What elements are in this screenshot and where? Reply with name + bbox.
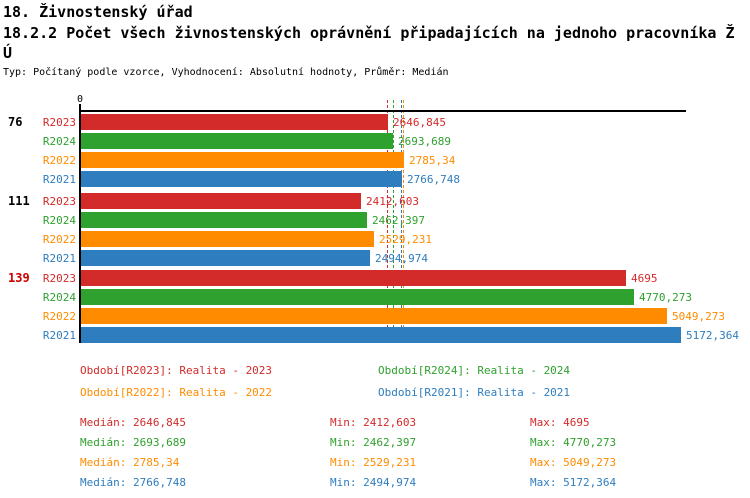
stat-min-R2023: Min: 2412,603	[330, 416, 417, 429]
bar-139-R2024	[81, 289, 634, 305]
series-label-111-R2021: R2021	[42, 252, 76, 265]
stat-min-R2022: Min: 2529,231	[330, 456, 417, 469]
bar-76-R2023	[81, 114, 388, 130]
bar-value-76-R2021: 2766,748	[407, 173, 460, 186]
series-label-76-R2022: R2022	[42, 154, 76, 167]
legend-item-R2022: Období[R2022]: Realita - 2022	[80, 386, 273, 399]
series-label-76-R2023: R2023	[42, 116, 76, 129]
series-label-139-R2022: R2022	[42, 310, 76, 323]
bar-value-111-R2021: 2494,974	[375, 252, 428, 265]
indicator-title-line1: 18.2.2 Počet všech živnostenských oprávn…	[3, 24, 735, 42]
bar-111-R2021	[81, 250, 370, 266]
bar-76-R2024	[81, 133, 393, 149]
series-label-139-R2024: R2024	[42, 291, 76, 304]
bar-111-R2023	[81, 193, 361, 209]
legend-item-R2023: Období[R2023]: Realita - 2023	[80, 364, 273, 377]
group-label-76: 76	[8, 115, 23, 129]
x-axis-line	[80, 110, 686, 112]
stat-max-R2024: Max: 4770,273	[530, 436, 617, 449]
median-line-R2022	[403, 100, 405, 343]
median-line-R2021	[400, 100, 402, 343]
indicator-meta: Typ: Počítaný podle vzorce, Vyhodnocení:…	[3, 67, 449, 78]
series-label-111-R2023: R2023	[42, 195, 76, 208]
bar-value-139-R2022: 5049,273	[672, 310, 725, 323]
series-label-76-R2024: R2024	[42, 135, 76, 148]
report-title: 18. Živnostenský úřad	[3, 3, 193, 21]
bar-value-139-R2023: 4695	[631, 272, 658, 285]
stat-median-R2024: Medián: 2693,689	[80, 436, 186, 449]
indicator-title-line2: Ú	[3, 44, 13, 62]
stat-min-R2021: Min: 2494,974	[330, 476, 417, 489]
bar-139-R2023	[81, 270, 626, 286]
stat-min-R2024: Min: 2462,397	[330, 436, 417, 449]
series-label-139-R2023: R2023	[42, 272, 76, 285]
legend-item-R2024: Období[R2024]: Realita - 2024	[378, 364, 571, 377]
group-label-139: 139	[8, 271, 30, 285]
bar-76-R2021	[81, 171, 402, 187]
median-line-R2023	[387, 100, 388, 343]
bar-value-76-R2023: 2646,845	[393, 116, 446, 129]
bar-value-76-R2024: 2693,689	[398, 135, 451, 148]
bar-value-111-R2022: 2529,231	[379, 233, 432, 246]
group-label-111: 111	[8, 194, 30, 208]
legend-item-R2021: Období[R2021]: Realita - 2021	[378, 386, 571, 399]
bar-value-139-R2021: 5172,364	[686, 329, 739, 342]
bar-111-R2022	[81, 231, 374, 247]
series-label-111-R2024: R2024	[42, 214, 76, 227]
median-line-R2024	[392, 100, 394, 343]
series-label-139-R2021: R2021	[42, 329, 76, 342]
stat-max-R2023: Max: 4695	[530, 416, 590, 429]
stat-median-R2021: Medián: 2766,748	[80, 476, 186, 489]
series-label-111-R2022: R2022	[42, 233, 76, 246]
stat-median-R2023: Medián: 2646,845	[80, 416, 186, 429]
y-axis-line	[79, 104, 81, 343]
stat-max-R2022: Max: 5049,273	[530, 456, 617, 469]
bar-value-139-R2024: 4770,273	[639, 291, 692, 304]
stat-median-R2022: Medián: 2785,34	[80, 456, 180, 469]
bar-value-111-R2023: 2412,603	[366, 195, 419, 208]
bar-139-R2022	[81, 308, 667, 324]
axis-zero-label: 0	[77, 94, 84, 105]
stat-max-R2021: Max: 5172,364	[530, 476, 617, 489]
bar-76-R2022	[81, 152, 404, 168]
bar-139-R2021	[81, 327, 681, 343]
series-label-76-R2021: R2021	[42, 173, 76, 186]
bar-value-76-R2022: 2785,34	[409, 154, 456, 167]
bar-111-R2024	[81, 212, 367, 228]
bar-value-111-R2024: 2462,397	[372, 214, 425, 227]
